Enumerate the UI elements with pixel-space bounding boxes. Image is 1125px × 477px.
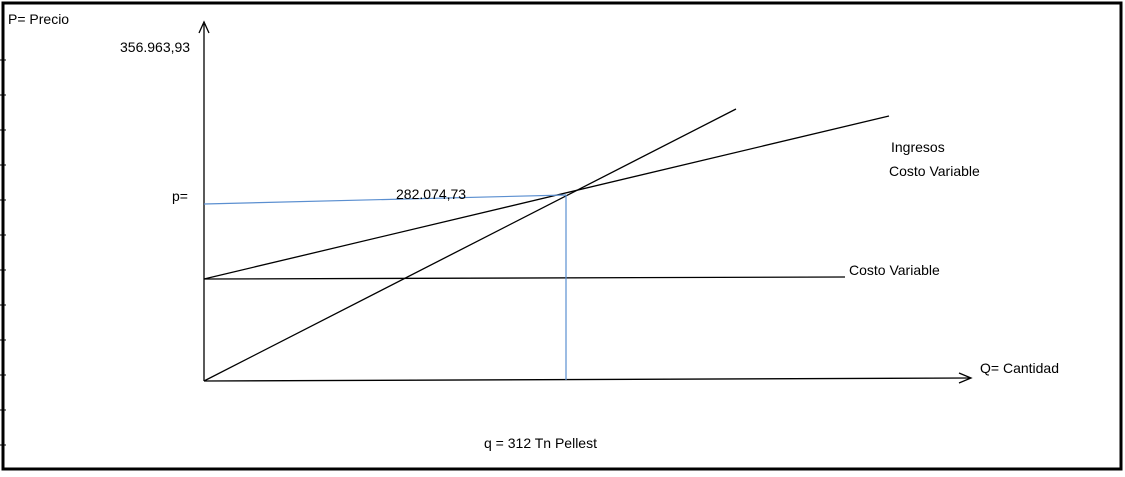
quantity-caption: q = 312 Tn Pellest (484, 435, 597, 451)
ingresos-label: Ingresos (891, 139, 945, 155)
steep-line (203, 108, 737, 382)
left-edge-ticks (0, 59, 6, 446)
p-marker-label: p= (172, 188, 188, 204)
x-axis-line (203, 377, 971, 382)
x-axis-arrowhead (958, 372, 973, 384)
costo-variable-lower-label: Costo Variable (849, 262, 940, 278)
costo-variable-upper-label: Costo Variable (889, 163, 980, 179)
y-axis-label: P= Precio (8, 11, 69, 27)
y-top-value: 356.963,93 (120, 39, 190, 55)
price-guide-line (203, 194, 567, 205)
y-axis-arrowhead (198, 20, 210, 34)
ingresos-line (203, 115, 890, 280)
costo-variable-horizontal-line (203, 276, 846, 280)
p-value-label: 282.074,73 (396, 186, 466, 202)
x-axis-label: Q= Cantidad (980, 360, 1059, 376)
